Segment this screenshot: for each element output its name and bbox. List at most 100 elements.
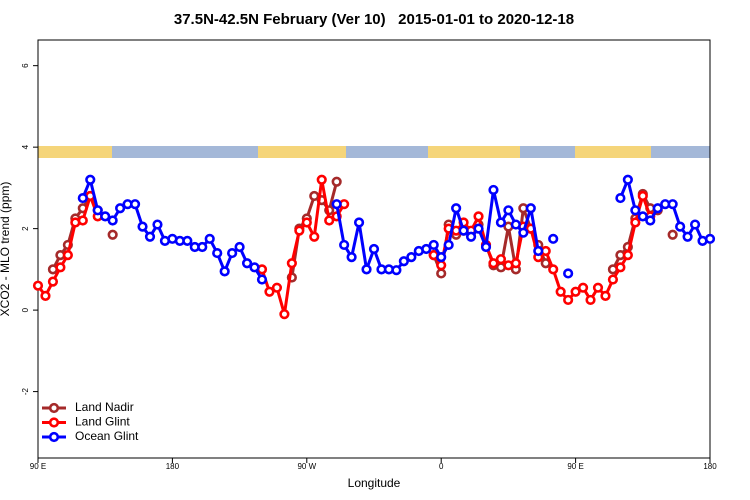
land-strip	[258, 146, 346, 158]
x-tick-label: 90 E	[567, 462, 583, 471]
plot-frame	[37, 39, 711, 459]
data-point	[316, 174, 327, 185]
data-point	[533, 245, 544, 257]
data-point	[600, 290, 611, 301]
y-tick-label: 4	[21, 144, 30, 149]
data-point	[324, 215, 335, 226]
data-point	[256, 274, 268, 285]
data-point	[107, 215, 118, 226]
y-tick-label: -2	[21, 387, 30, 395]
data-point	[129, 199, 141, 210]
data-point	[55, 262, 66, 273]
data-point	[361, 264, 372, 275]
data-point	[152, 219, 163, 230]
y-tick-label: 6	[21, 63, 30, 68]
data-point	[615, 192, 626, 204]
chart-title: 37.5N-42.5N February (Ver 10) 2015-01-01…	[174, 11, 574, 28]
data-point	[115, 203, 126, 214]
data-point	[279, 309, 290, 320]
land-strip	[428, 146, 520, 158]
x-tick-label: 90 W	[297, 462, 316, 471]
data-point	[458, 225, 469, 236]
data-point	[339, 239, 350, 251]
data-point	[503, 205, 514, 216]
data-point	[480, 241, 492, 253]
data-point	[271, 282, 283, 293]
data-point	[473, 223, 484, 234]
data-point	[465, 231, 477, 242]
data-point	[234, 241, 245, 253]
data-point	[510, 258, 521, 269]
data-point	[488, 184, 499, 196]
ocean-strip	[38, 146, 710, 158]
data-point	[667, 229, 678, 240]
x-axis-label: Longitude	[348, 476, 401, 490]
data-point	[219, 266, 230, 277]
data-point	[264, 286, 275, 297]
x-tick-label: 180	[703, 462, 717, 471]
data-point	[40, 290, 51, 301]
data-point	[555, 286, 566, 297]
data-point	[32, 280, 44, 291]
data-point	[585, 294, 596, 306]
data-point	[548, 264, 559, 275]
data-point	[667, 199, 678, 210]
land-strip	[38, 146, 112, 158]
data-point	[682, 231, 693, 242]
data-point	[525, 203, 536, 214]
data-point	[62, 250, 73, 261]
data-point	[451, 203, 462, 214]
data-point	[428, 239, 439, 251]
data-point	[510, 219, 521, 230]
data-point	[331, 176, 342, 187]
data-point	[637, 211, 648, 222]
legend-marker	[48, 402, 60, 414]
y-tick-label: 2	[21, 226, 30, 231]
data-point	[652, 203, 663, 214]
data-point	[488, 258, 499, 269]
data-point	[398, 256, 409, 267]
data-point	[675, 221, 686, 232]
data-point	[622, 174, 633, 185]
data-point	[331, 199, 342, 210]
legend-label: Land Glint	[75, 415, 130, 429]
data-point	[368, 243, 380, 255]
data-point	[443, 239, 454, 251]
data-point	[473, 211, 484, 222]
data-point	[346, 252, 357, 263]
data-point	[622, 250, 633, 261]
legend-marker	[48, 431, 60, 443]
data-point	[645, 215, 656, 226]
legend-label: Ocean Glint	[75, 429, 139, 443]
data-point	[518, 227, 529, 238]
data-point	[592, 282, 604, 293]
data-point	[607, 274, 619, 285]
data-point	[563, 294, 574, 306]
data-point	[301, 217, 312, 228]
data-point	[570, 286, 581, 297]
legend-marker	[48, 417, 60, 428]
data-point	[436, 252, 447, 263]
data-point	[241, 258, 253, 269]
data-point	[436, 268, 447, 279]
data-point	[391, 265, 402, 276]
data-point	[212, 247, 223, 259]
data-point	[182, 235, 193, 246]
data-point	[704, 233, 716, 244]
data-point	[249, 262, 260, 273]
x-tick-label: 180	[166, 462, 180, 471]
data-point	[77, 192, 88, 204]
land-strip	[575, 146, 651, 158]
data-point	[92, 205, 103, 216]
x-tick-label: 0	[439, 462, 444, 471]
data-point	[563, 268, 574, 279]
data-point	[495, 254, 507, 265]
data-point	[137, 221, 148, 232]
data-point	[630, 217, 641, 228]
data-point	[227, 247, 238, 259]
data-point	[144, 231, 156, 242]
data-point	[77, 215, 88, 226]
legend-label: Land Nadir	[75, 400, 134, 414]
